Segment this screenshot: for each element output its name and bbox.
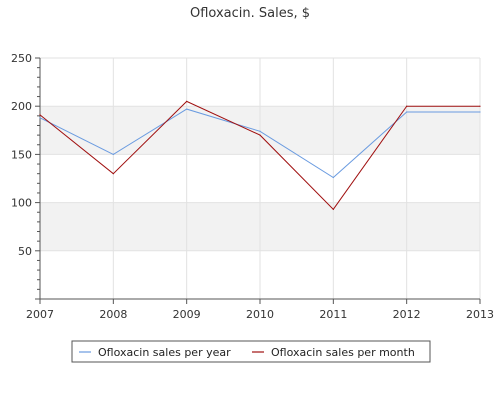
data-point: [112, 173, 114, 175]
data-point: [332, 176, 334, 179]
legend-label-sales-per-year: Ofloxacin sales per year: [98, 346, 231, 359]
axes: [35, 57, 481, 304]
x-tick-label: 2009: [173, 308, 201, 321]
data-point: [259, 134, 261, 136]
legend: Ofloxacin sales per year Ofloxacin sales…: [71, 340, 431, 363]
x-tick-label: 2012: [393, 308, 421, 321]
x-axis-tick-labels: 2007 2008 2009 2010 2011 2012 2013: [26, 308, 494, 321]
legend-label-sales-per-month: Ofloxacin sales per month: [271, 346, 415, 359]
y-tick-label: 50: [18, 245, 32, 258]
data-point: [479, 111, 481, 113]
y-tick-label: 200: [11, 100, 32, 113]
x-tick-label: 2007: [26, 308, 54, 321]
legend-box: [71, 340, 431, 363]
data-point: [259, 130, 261, 132]
y-tick-label: 250: [11, 52, 32, 65]
data-point: [39, 114, 41, 116]
data-point: [112, 153, 114, 155]
y-tick-label: 150: [11, 148, 32, 161]
data-point: [186, 100, 188, 102]
x-tick-label: 2013: [466, 308, 494, 321]
y-tick-label: 100: [11, 197, 32, 210]
chart-title: Ofloxacin. Sales, $: [190, 6, 310, 21]
data-point: [479, 105, 481, 107]
data-point: [406, 111, 408, 113]
data-point: [406, 105, 408, 107]
series-lines: [39, 100, 481, 211]
x-tick-label: 2008: [99, 308, 127, 321]
x-tick-label: 2011: [319, 308, 347, 321]
data-point: [332, 208, 334, 210]
data-point: [39, 117, 41, 119]
x-tick-label: 2010: [246, 308, 274, 321]
y-axis-tick-labels: 50 100 150 200 250: [11, 52, 32, 258]
data-point: [186, 108, 188, 110]
